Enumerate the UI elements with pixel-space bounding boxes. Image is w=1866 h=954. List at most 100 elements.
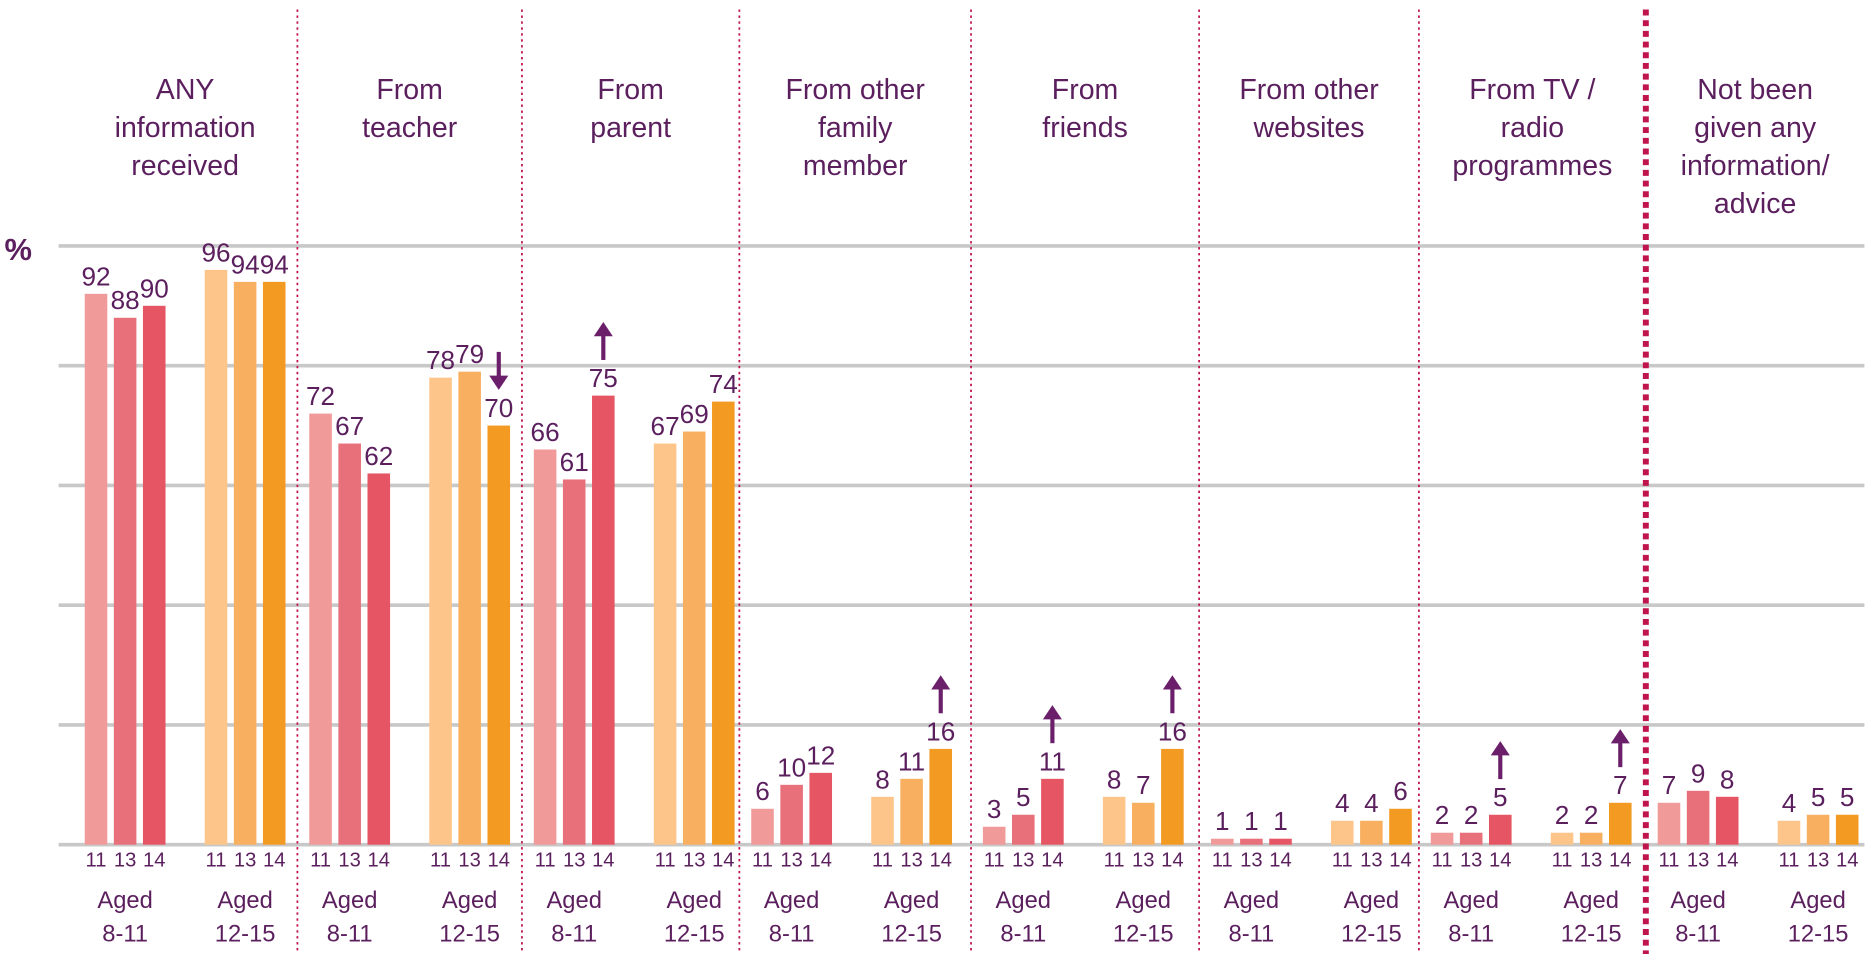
age-label: 12-15 <box>439 920 500 947</box>
age-label: Aged <box>666 887 721 914</box>
age-label: 12-15 <box>664 920 725 947</box>
bar <box>1608 802 1632 845</box>
value-label: 7 <box>1662 770 1677 800</box>
bar <box>1835 814 1859 845</box>
bar <box>1777 820 1801 845</box>
age-label: 8-11 <box>1229 920 1275 947</box>
age-label: 8-11 <box>769 920 815 947</box>
group-title: From TV / <box>1469 74 1595 106</box>
value-label: 78 <box>426 345 455 375</box>
bar <box>1459 832 1483 845</box>
year-label: 13 <box>900 850 922 872</box>
age-label: Aged <box>1670 887 1725 914</box>
group-title: parent <box>590 112 671 144</box>
value-label: 2 <box>1555 800 1570 830</box>
bar <box>84 293 108 845</box>
change-arrow <box>489 351 509 390</box>
year-label: 11 <box>1212 850 1233 872</box>
group-title: programmes <box>1452 150 1612 182</box>
age-label: 12-15 <box>881 920 942 947</box>
bar <box>682 431 706 845</box>
value-label: 88 <box>111 285 140 315</box>
year-label: 14 <box>143 850 165 872</box>
value-label: 2 <box>1464 800 1479 830</box>
bar <box>751 808 774 845</box>
bar <box>1715 796 1739 845</box>
bar <box>533 449 557 845</box>
year-label: 11 <box>1779 850 1800 872</box>
bar <box>1131 802 1155 845</box>
year-label: 11 <box>310 850 331 872</box>
group-title: information <box>115 112 256 144</box>
age-label: 12-15 <box>1788 920 1849 947</box>
value-label: 7 <box>1136 770 1151 800</box>
bar <box>562 479 586 845</box>
bar <box>142 305 166 845</box>
bar <box>900 778 923 845</box>
value-label: 12 <box>806 740 835 770</box>
age-label: 8-11 <box>551 920 597 947</box>
value-label: 8 <box>875 764 890 794</box>
age-label: 8-11 <box>327 920 373 947</box>
bar <box>487 425 511 845</box>
value-label: 67 <box>335 411 364 441</box>
group-title: From <box>597 74 663 106</box>
group-title: ANY <box>156 74 215 106</box>
year-label: 11 <box>872 850 893 872</box>
bar <box>1489 814 1512 845</box>
bar <box>1686 790 1710 845</box>
change-arrow <box>593 321 613 360</box>
value-label: 61 <box>560 447 589 477</box>
age-label: Aged <box>1224 887 1279 914</box>
year-label: 14 <box>809 850 831 872</box>
bar <box>262 281 286 845</box>
year-label: 13 <box>1132 850 1154 872</box>
age-label: 12-15 <box>215 920 276 947</box>
value-label: 11 <box>898 746 925 776</box>
value-label: 74 <box>709 369 738 399</box>
value-label: 9 <box>1691 758 1706 788</box>
year-label: 14 <box>488 850 510 872</box>
age-label: Aged <box>442 887 497 914</box>
value-label: 79 <box>455 339 484 369</box>
value-label: 8 <box>1720 764 1735 794</box>
year-label: 14 <box>929 850 951 872</box>
year-label: 11 <box>535 850 556 872</box>
change-arrow <box>1042 705 1062 744</box>
year-label: 13 <box>1240 850 1262 872</box>
year-label: 13 <box>1360 850 1382 872</box>
bar <box>1550 832 1574 845</box>
value-label: 70 <box>484 393 513 423</box>
age-label: 8-11 <box>1000 920 1046 947</box>
age-label: 12-15 <box>1113 920 1174 947</box>
year-label: 11 <box>655 850 676 872</box>
group-title: From other <box>785 74 925 106</box>
value-label: 2 <box>1584 800 1599 830</box>
bar <box>458 371 481 845</box>
value-label: 67 <box>651 411 680 441</box>
value-label: 4 <box>1782 788 1797 818</box>
value-label: 1 <box>1244 806 1259 836</box>
age-label: Aged <box>1116 887 1171 914</box>
value-label: 4 <box>1335 788 1350 818</box>
value-label: 5 <box>1811 782 1826 812</box>
year-label: 13 <box>563 850 585 872</box>
value-label: 5 <box>1016 782 1031 812</box>
bar <box>982 826 1006 845</box>
year-label: 11 <box>206 850 227 872</box>
value-label: 94 <box>231 249 260 279</box>
bar <box>1579 832 1603 845</box>
year-label: 13 <box>338 850 360 872</box>
bar <box>1269 838 1292 845</box>
value-label: 3 <box>987 794 1002 824</box>
age-label: 12-15 <box>1341 920 1402 947</box>
group-title: From <box>1052 74 1119 106</box>
bar <box>780 784 803 845</box>
year-label: 11 <box>86 850 107 872</box>
year-label: 11 <box>984 850 1005 872</box>
value-label: 2 <box>1435 800 1450 830</box>
year-label: 11 <box>1659 850 1680 872</box>
bar <box>204 269 228 845</box>
age-label: 8-11 <box>1448 920 1494 947</box>
